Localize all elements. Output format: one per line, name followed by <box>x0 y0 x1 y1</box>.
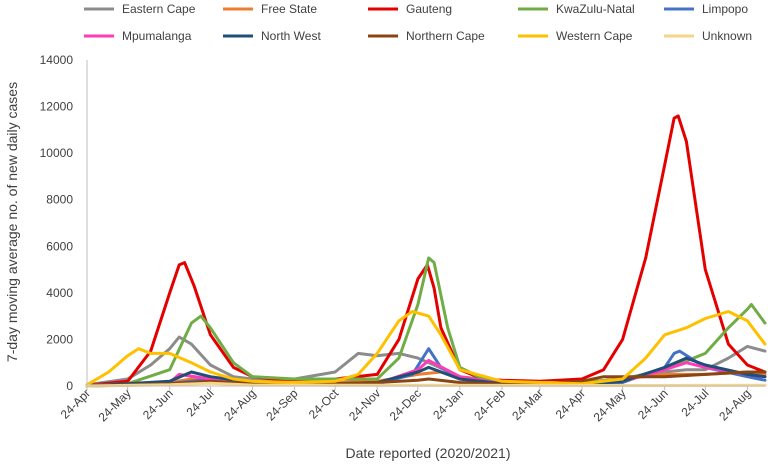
y-tick-label: 14000 <box>40 53 74 67</box>
x-tick-label: 24-Dec <box>387 386 424 423</box>
x-tick-label: 24-Aug <box>221 386 258 423</box>
x-tick-label: 24-Jul <box>678 386 711 419</box>
y-tick-label: 12000 <box>40 100 74 114</box>
y-tick-label: 8000 <box>46 193 73 207</box>
legend-label: Western Cape <box>556 29 633 43</box>
y-tick-label: 2000 <box>46 332 73 346</box>
x-tick-label: 24-May <box>591 386 629 424</box>
y-tick-label: 0 <box>66 379 73 393</box>
series-line <box>85 256 767 387</box>
x-tick-label: 24-May <box>96 386 134 424</box>
series-line <box>85 381 767 388</box>
x-tick-label: 24-Oct <box>306 386 342 422</box>
x-tick-label: 24-Mar <box>509 386 546 423</box>
x-tick-label: 24-Feb <box>471 386 508 423</box>
x-axis-title: Date reported (2020/2021) <box>346 445 511 461</box>
series-line <box>85 358 767 388</box>
y-axis-title: 7-day moving average no. of new daily ca… <box>4 82 20 362</box>
series-line <box>85 356 767 388</box>
legend-label: KwaZulu-Natal <box>556 2 635 16</box>
legend-label: Mpumalanga <box>122 29 192 43</box>
x-tick-labels: 24-Apr 24-May 24-Jun 24-Jul 24-Aug 24-Sep 24-O… <box>58 386 754 425</box>
x-tick-label: 24-Apr <box>58 386 93 421</box>
y-tick-label: 10000 <box>40 146 74 160</box>
series-line <box>85 370 767 388</box>
legend-label: Eastern Cape <box>122 2 196 16</box>
y-tick-label: 4000 <box>46 286 73 300</box>
legend-label: Limpopo <box>702 2 748 16</box>
x-tick-label: 24-Nov <box>346 386 383 423</box>
x-tick-label: 24-Aug <box>716 386 753 423</box>
plot-lines <box>85 114 767 388</box>
y-tick-labels: 0 2000 4000 6000 8000 10000 12000 14000 <box>40 53 74 393</box>
x-tick-label: 24-Jul <box>184 386 217 419</box>
y-tick-label: 6000 <box>46 239 73 253</box>
x-tick-label: 24-Sep <box>263 386 300 423</box>
legend-label: Gauteng <box>406 2 452 16</box>
x-tick-label: 24-Jun <box>140 386 176 422</box>
legend-label: Free State <box>261 2 317 16</box>
series-line <box>85 310 767 387</box>
series-line <box>85 114 767 387</box>
legend: Eastern Cape Free State Gauteng KwaZulu-Nat… <box>84 2 752 43</box>
axes <box>86 60 765 387</box>
x-tick-label: 24-Apr <box>553 386 588 421</box>
x-tick-label: 24-Jan <box>430 386 466 422</box>
legend-label: Northern Cape <box>406 29 485 43</box>
legend-label: Unknown <box>702 29 752 43</box>
legend-label: North West <box>261 29 321 43</box>
x-tick-label: 24-Jun <box>635 386 671 422</box>
